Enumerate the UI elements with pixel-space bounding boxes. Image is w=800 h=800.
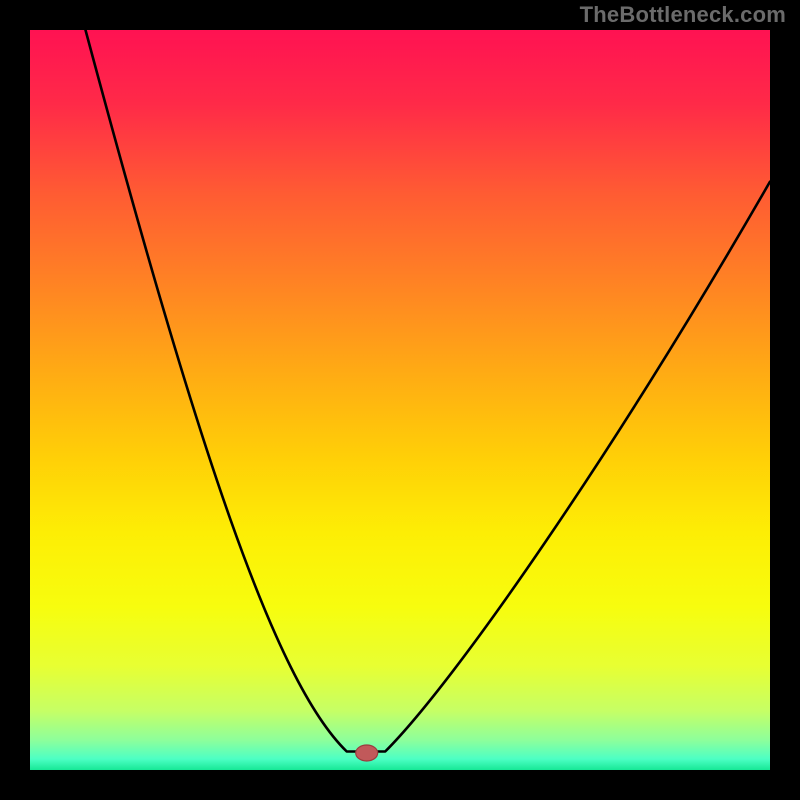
watermark-text: TheBottleneck.com — [580, 2, 786, 28]
plot-area — [30, 30, 770, 770]
chart-container: TheBottleneck.com — [0, 0, 800, 800]
plot-background — [30, 30, 770, 770]
optimum-marker — [356, 745, 378, 761]
plot-svg — [30, 30, 770, 770]
